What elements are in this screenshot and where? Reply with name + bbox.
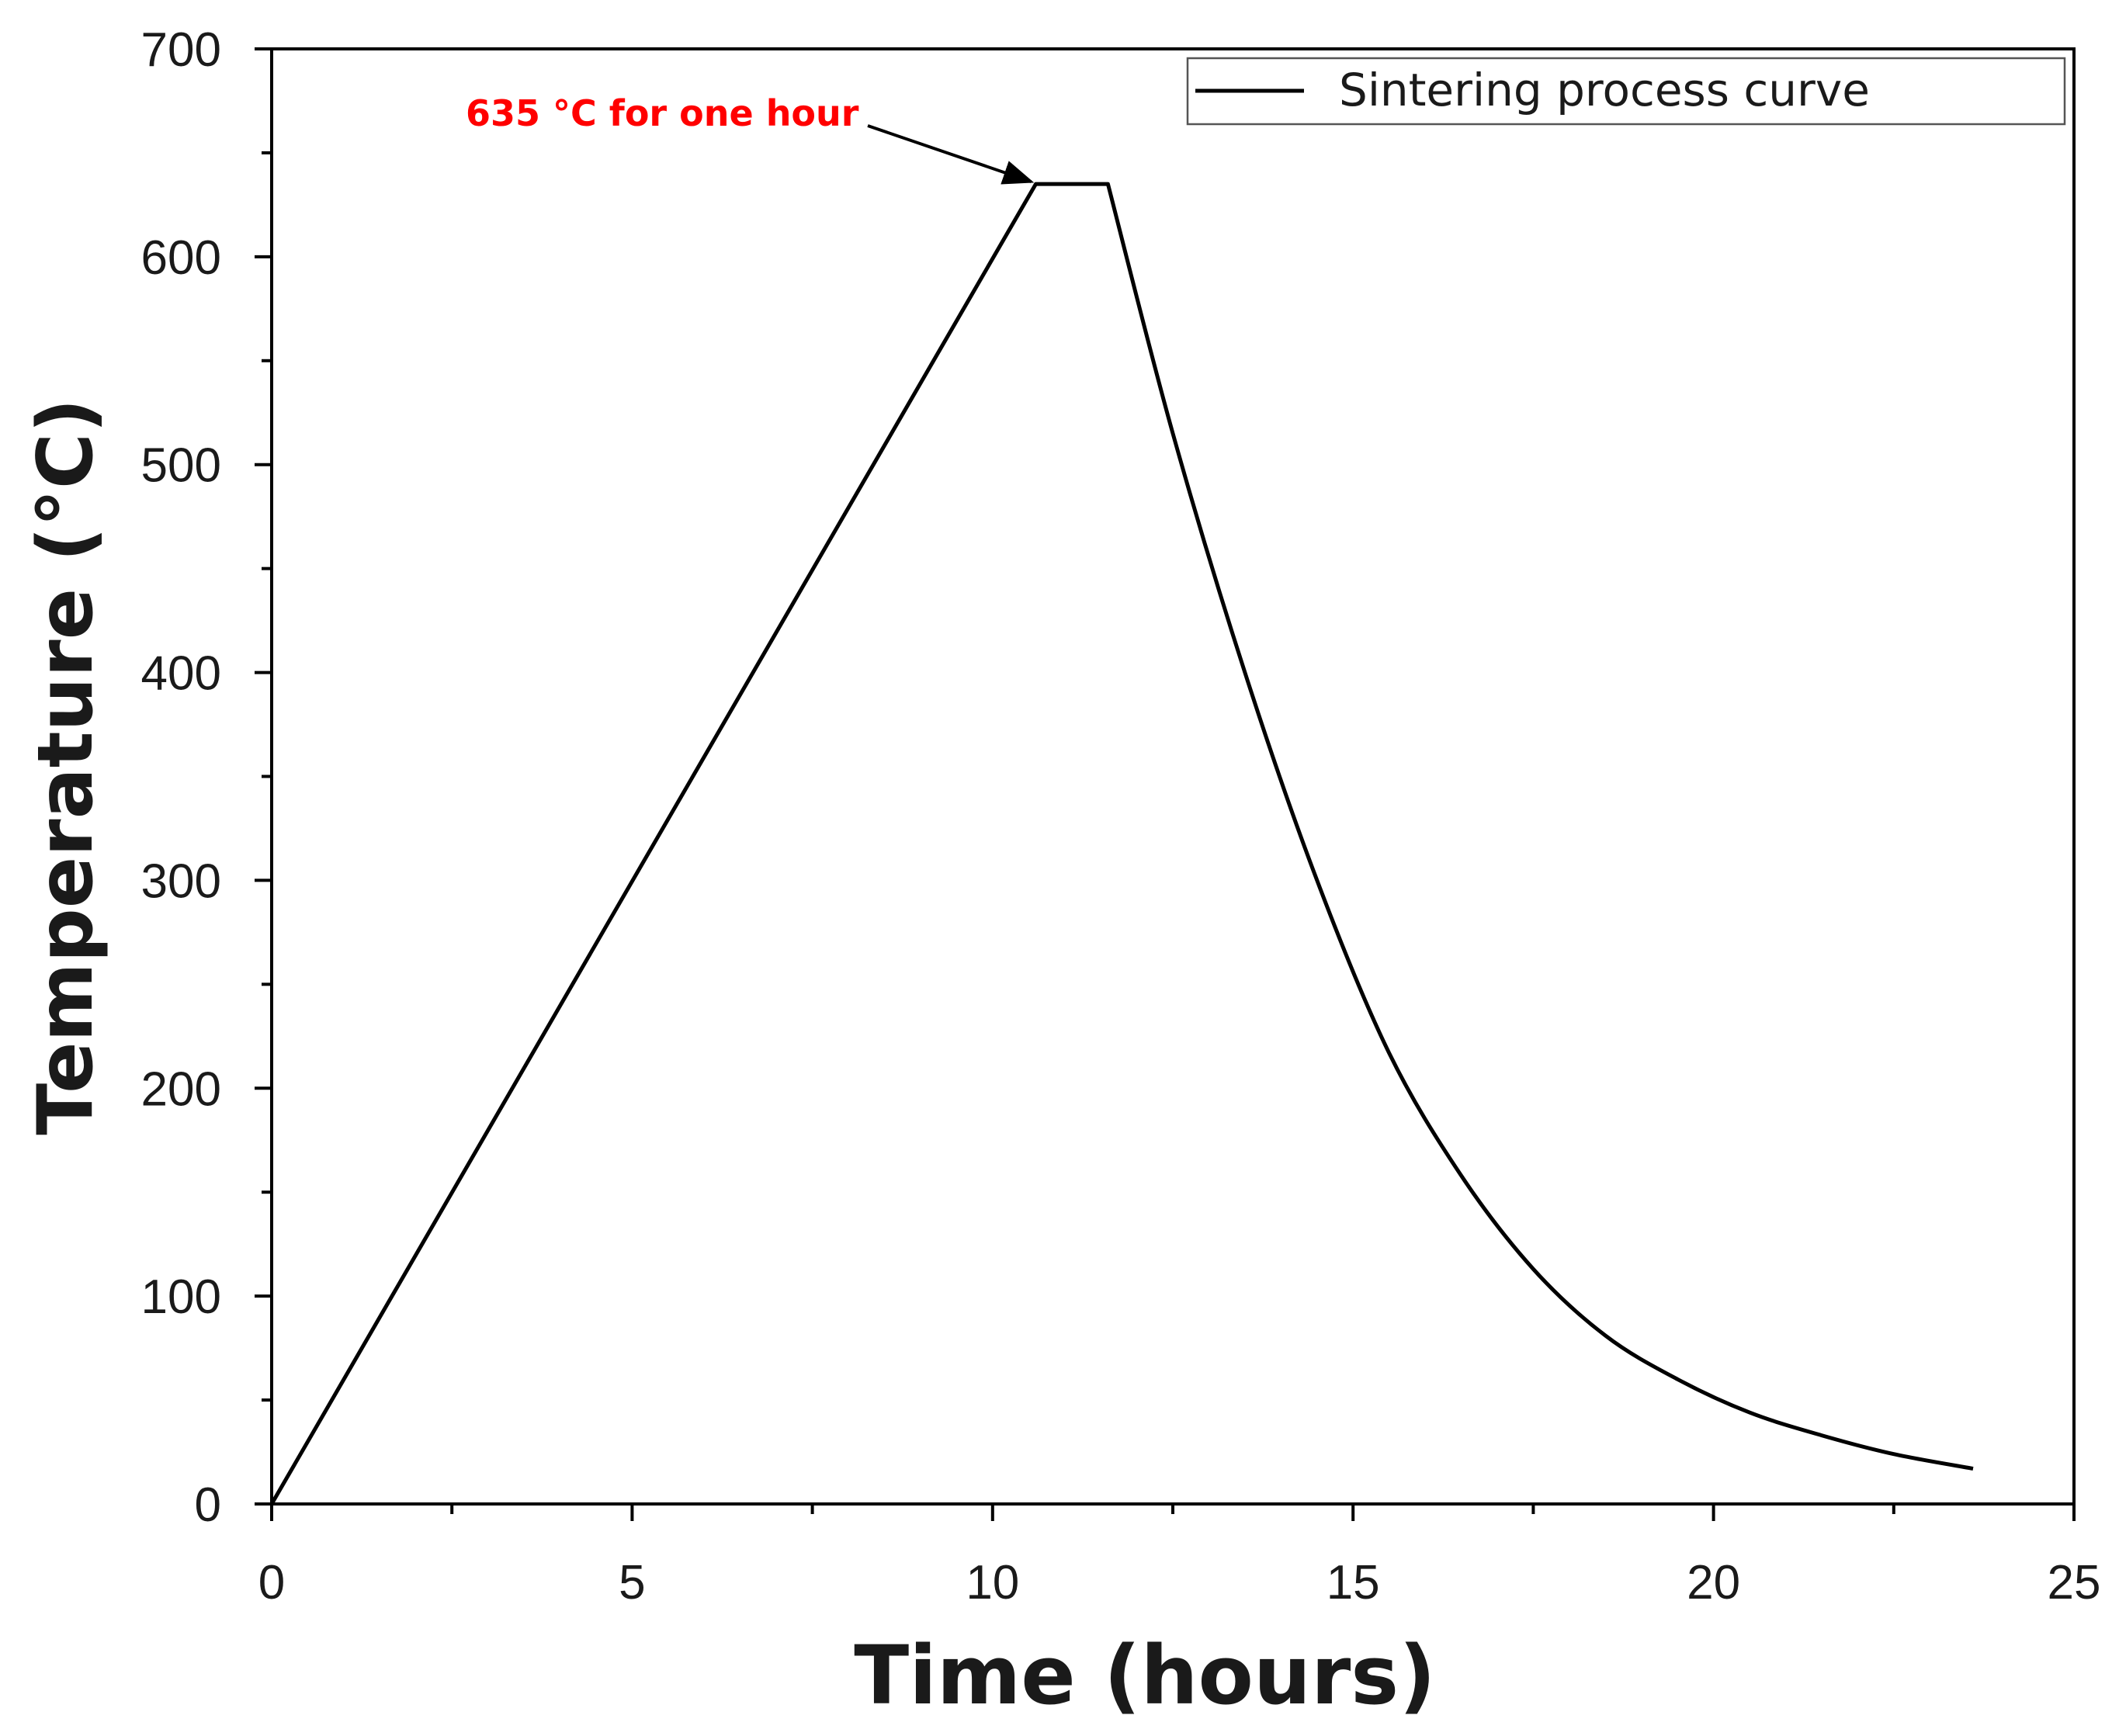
y-tick-label: 500 [141,439,221,493]
x-axis-ticks [270,1504,2076,1521]
y-axis-title: Temperature (°C) [22,398,110,1135]
x-tick-label: 20 [1687,1556,1740,1610]
annotation-arrow [867,124,1035,185]
y-axis-ticks [255,47,272,1506]
y-tick-label: 700 [141,23,221,77]
x-tick-label: 15 [1327,1556,1380,1610]
x-tick-label: 25 [2048,1556,2101,1610]
legend-box [1186,57,2066,126]
legend-label: Sintering process curve [1339,64,1870,116]
y-tick-label: 300 [141,854,221,908]
y-axis-tick-labels: 0 100 200 300 400 500 600 700 [141,23,221,1532]
y-tick-label: 200 [141,1062,221,1116]
annotation-label: 635 °C for one hour [466,92,859,134]
y-tick-label: 0 [195,1478,221,1532]
x-tick-label: 5 [619,1556,645,1610]
y-tick-label: 600 [141,231,221,285]
plot-area-frame [270,47,2076,1506]
series-line-sintering [269,182,1974,1506]
x-tick-label: 10 [966,1556,1019,1610]
x-tick-label: 0 [258,1556,285,1610]
y-tick-label: 100 [141,1270,221,1324]
x-axis-tick-labels: 0 5 10 15 20 25 [258,1556,2101,1610]
y-tick-label: 400 [141,647,221,701]
legend: Sintering process curve [1186,57,2066,126]
x-axis-title: Time (hours) [854,1628,1435,1723]
